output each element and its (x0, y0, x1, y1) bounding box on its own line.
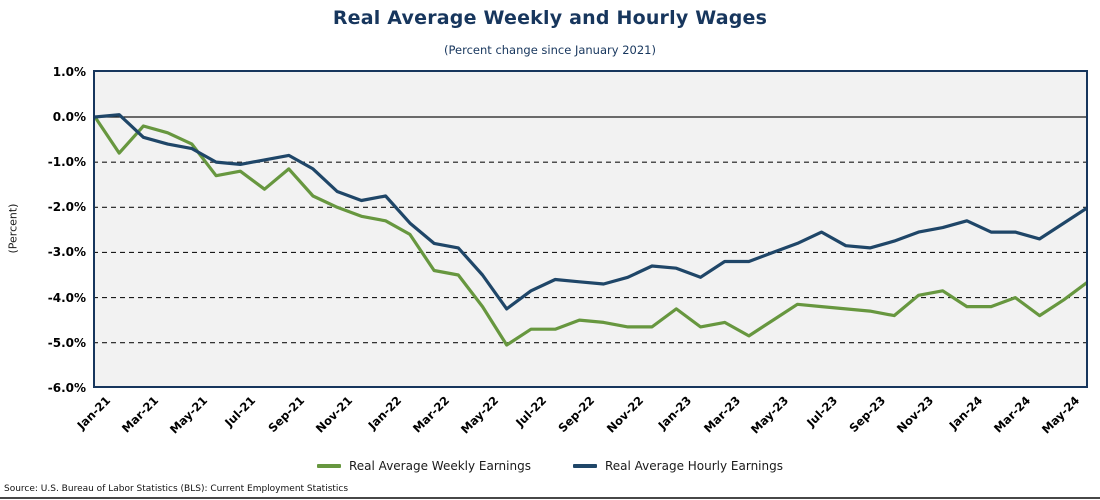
x-tick-label: Jan-23 (655, 393, 695, 433)
legend-item-weekly: Real Average Weekly Earnings (317, 459, 531, 473)
source-note: Source: U.S. Bureau of Labor Statistics … (4, 484, 349, 494)
y-tick-label: -1.0% (47, 155, 86, 170)
y-axis-title: (Percent) (6, 203, 20, 254)
x-tick-label: Nov-22 (603, 393, 647, 436)
y-tick-label: -2.0% (47, 200, 86, 215)
weekly-earnings-line (93, 115, 1088, 347)
x-tick-label: May-24 (1038, 393, 1082, 437)
weekly-earnings-swatch (317, 464, 341, 468)
x-tick-label: Nov-21 (313, 393, 356, 436)
y-tick-label: 1.0% (52, 64, 86, 79)
x-tick-label: May-22 (457, 393, 501, 437)
legend-label-weekly: Real Average Weekly Earnings (349, 459, 531, 473)
x-tick-label: Jan-22 (364, 393, 404, 433)
x-tick-label: May-23 (748, 393, 792, 437)
hourly-earnings-line (93, 113, 1088, 311)
legend-item-hourly: Real Average Hourly Earnings (572, 459, 783, 473)
y-tick-label: 0.0% (52, 110, 86, 124)
x-tick-label: Nov-23 (894, 393, 937, 436)
y-tick-label: -4.0% (47, 290, 86, 305)
legend: Real Average Weekly Earnings Real Averag… (0, 459, 1100, 473)
x-tick-label: Sep-21 (265, 393, 307, 436)
x-tick-label: Mar-24 (991, 393, 1034, 436)
y-tick-label: -3.0% (47, 245, 86, 260)
x-tick-label: Jul-22 (512, 393, 550, 430)
y-tick-label: -6.0% (47, 380, 86, 395)
x-tick-label: Jul-21 (222, 393, 259, 430)
x-tick-label: Jan-24 (946, 393, 986, 433)
x-tick-label: Jan-21 (74, 393, 114, 433)
bottom-divider (0, 497, 1100, 499)
y-tick-label: -5.0% (47, 335, 86, 350)
chart-title: Real Average Weekly and Hourly Wages (332, 7, 768, 29)
chart-subtitle: (Percent change since January 2021) (444, 43, 656, 57)
x-tick-label: Mar-22 (410, 393, 453, 436)
legend-label-hourly: Real Average Hourly Earnings (604, 459, 783, 473)
plot-area (93, 70, 1088, 388)
x-tick-label: Mar-21 (119, 393, 162, 436)
x-tick-label: May-21 (166, 393, 211, 437)
x-tick-label: Jul-23 (803, 393, 840, 430)
x-tick-label: Sep-22 (555, 393, 598, 436)
x-tick-label: Sep-23 (846, 393, 889, 436)
x-tick-label: Mar-23 (700, 393, 743, 436)
hourly-earnings-swatch (572, 464, 597, 468)
chart-canvas (93, 113, 1088, 347)
